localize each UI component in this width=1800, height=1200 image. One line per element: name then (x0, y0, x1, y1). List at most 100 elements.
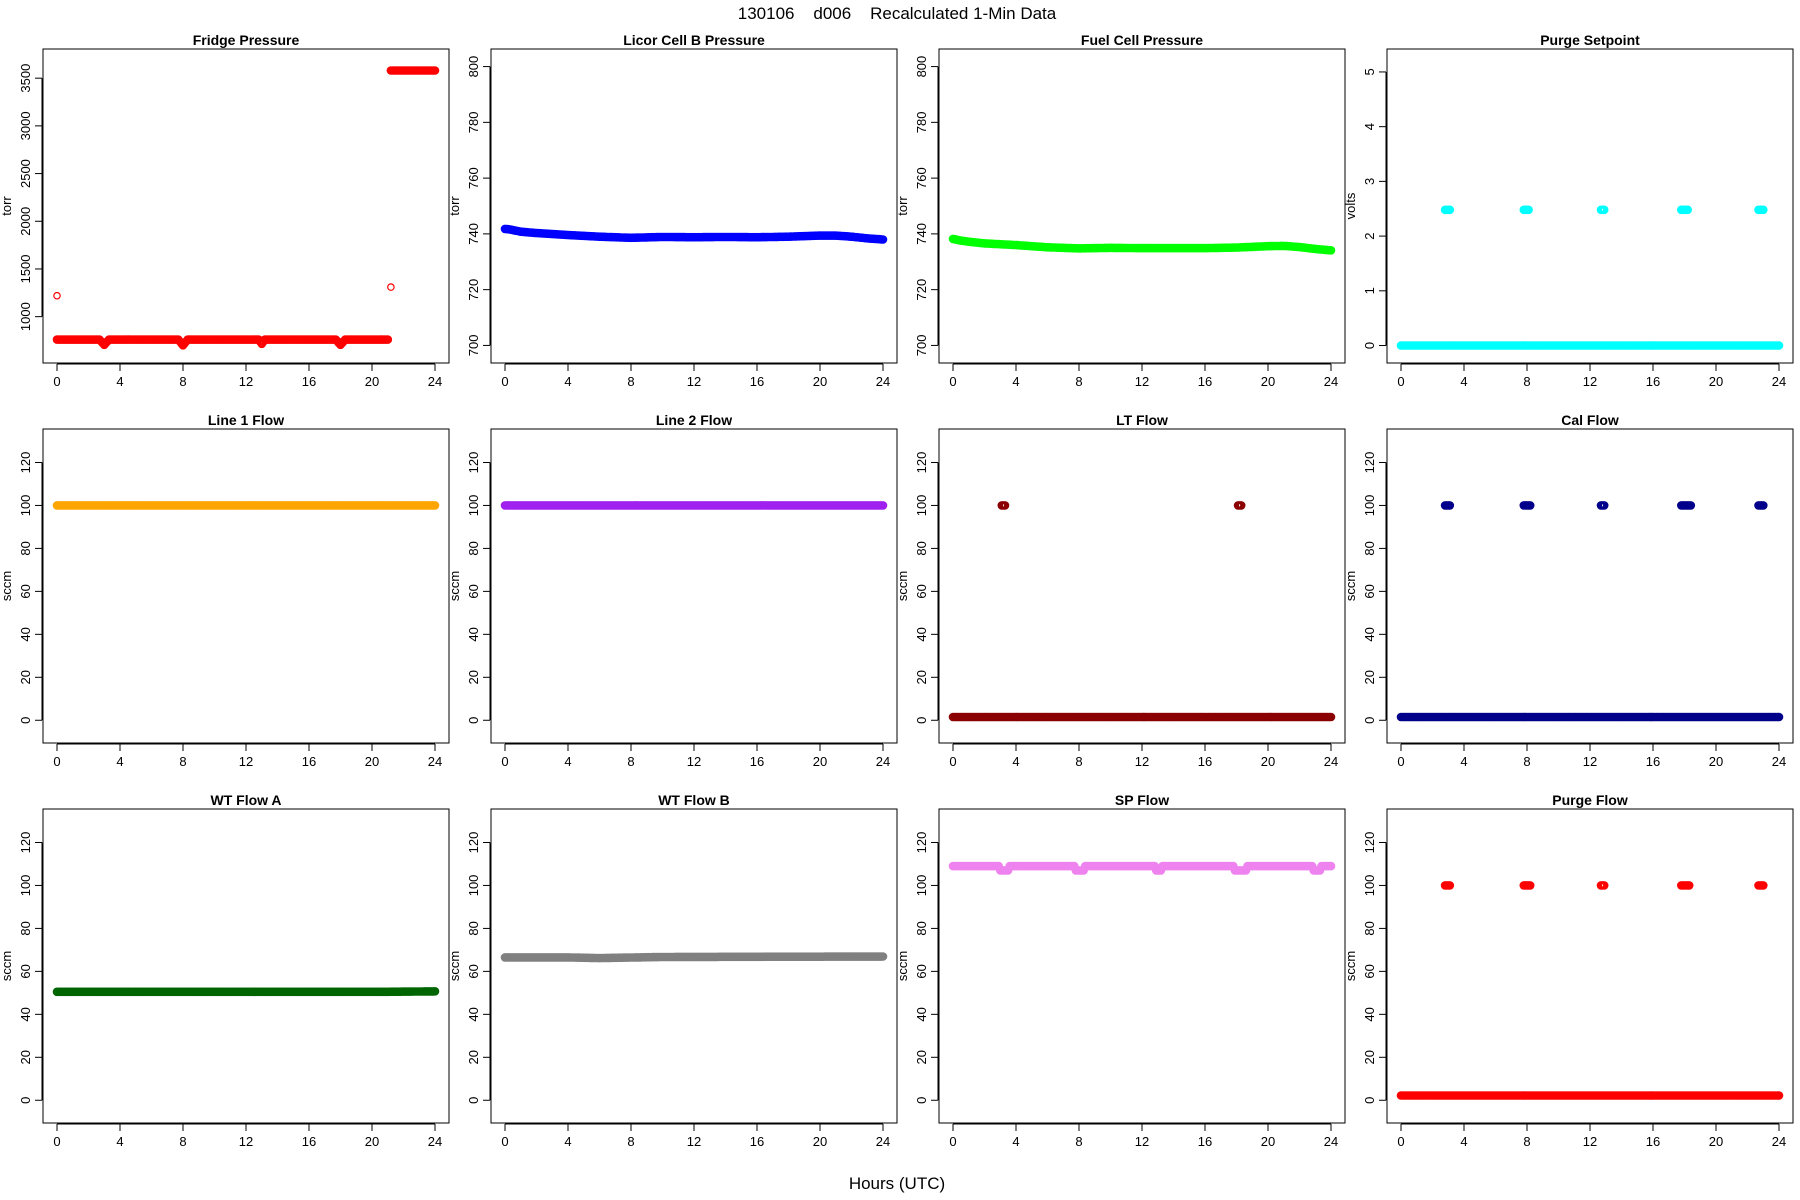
data-point (1774, 712, 1784, 722)
x-tick-label: 0 (949, 374, 956, 389)
x-tick-label: 16 (1646, 374, 1660, 389)
y-tick-label: 0 (1362, 717, 1377, 724)
panel-title: LT Flow (1116, 412, 1168, 428)
x-tick-label: 12 (1135, 374, 1149, 389)
y-tick-label: 700 (466, 335, 481, 357)
x-tick-label: 20 (1261, 1134, 1275, 1149)
x-tick-label: 12 (1135, 754, 1149, 769)
x-tick-label: 24 (1772, 754, 1786, 769)
x-tick-label: 16 (302, 1134, 316, 1149)
y-tick-label: 120 (1362, 452, 1377, 474)
x-tick-label: 0 (1397, 374, 1404, 389)
data-point (878, 235, 888, 244)
y-axis-label: sccm (447, 951, 462, 981)
y-tick-label: 60 (914, 964, 929, 978)
y-tick-label: 700 (914, 335, 929, 357)
data-series (1396, 881, 1784, 1100)
data-series (500, 224, 888, 244)
x-tick-label: 16 (1646, 1134, 1660, 1149)
y-tick-label: 20 (914, 670, 929, 684)
y-axis-label: torr (895, 196, 910, 216)
y-tick-label: 120 (18, 832, 33, 854)
y-tick-label: 60 (18, 964, 33, 978)
x-tick-label: 8 (1075, 754, 1082, 769)
panel-2: Fuel Cell Pressure torr 0 4 8 12 16 20 24 700 720 7… (895, 32, 1346, 389)
y-tick-label: 120 (466, 832, 481, 854)
plot-frame (938, 428, 1346, 744)
x-tick-label: 24 (428, 1134, 442, 1149)
y-tick-label: 60 (1362, 964, 1377, 978)
y-tick-label: 120 (1362, 832, 1377, 854)
y-tick-label: 80 (914, 921, 929, 935)
y-tick-label: 780 (914, 111, 929, 133)
x-tick-label: 8 (179, 754, 186, 769)
y-tick-label: 40 (466, 627, 481, 641)
x-tick-label: 16 (1198, 1134, 1212, 1149)
panel-title: Purge Flow (1552, 792, 1628, 808)
y-tick-label: 40 (914, 1007, 929, 1021)
y-axis-label: torr (447, 196, 462, 216)
data-series (52, 986, 440, 997)
x-tick-label: 12 (1583, 1134, 1597, 1149)
x-tick-label: 12 (239, 1134, 253, 1149)
data-point (1684, 881, 1694, 890)
panel-11: Purge Flow sccm 0 4 8 12 16 20 24 0 20 40 60 80 100 120 (1343, 792, 1794, 1149)
x-tick-label: 8 (179, 1134, 186, 1149)
y-tick-label: 2500 (18, 159, 33, 188)
x-tick-label: 20 (1261, 374, 1275, 389)
data-point (383, 335, 393, 344)
data-point (1774, 341, 1784, 350)
y-tick-label: 80 (18, 541, 33, 555)
x-tick-label: 20 (1261, 754, 1275, 769)
y-tick-label: 0 (914, 1097, 929, 1104)
x-tick-label: 4 (1460, 1134, 1467, 1149)
plot-frame (490, 808, 898, 1124)
x-tick-label: 24 (876, 374, 890, 389)
y-tick-label: 20 (1362, 1050, 1377, 1064)
x-tick-label: 24 (1772, 1134, 1786, 1149)
x-tick-label: 0 (1397, 1134, 1404, 1149)
x-tick-label: 0 (53, 374, 60, 389)
y-tick-label: 60 (466, 964, 481, 978)
data-point (1445, 205, 1455, 215)
x-tick-label: 24 (1324, 374, 1338, 389)
y-tick-label: 40 (18, 1007, 33, 1021)
y-tick-label: 0 (914, 717, 929, 724)
y-tick-label: 0 (466, 717, 481, 724)
y-tick-label: 1500 (18, 254, 33, 283)
panel-title: Licor Cell B Pressure (623, 32, 765, 48)
panel-9: WT Flow B sccm 0 4 8 12 16 20 24 0 20 40 60 80 100 120 (447, 792, 898, 1149)
x-tick-label: 16 (1198, 374, 1212, 389)
x-tick-label: 4 (1460, 754, 1467, 769)
y-tick-label: 120 (914, 832, 929, 854)
x-tick-label: 0 (53, 754, 60, 769)
x-tick-label: 16 (750, 1134, 764, 1149)
y-tick-label: 80 (1362, 921, 1377, 935)
data-point (1525, 501, 1535, 510)
data-point (430, 501, 440, 510)
y-axis-label: torr (0, 196, 14, 216)
y-axis-label: sccm (1343, 571, 1358, 601)
data-point (1599, 205, 1609, 215)
y-tick-label: 800 (914, 56, 929, 78)
x-tick-label: 4 (1012, 374, 1019, 389)
x-tick-label: 0 (501, 1134, 508, 1149)
data-point (1000, 501, 1010, 510)
y-tick-label: 80 (1362, 541, 1377, 555)
x-tick-label: 12 (239, 374, 253, 389)
x-tick-label: 8 (1075, 1134, 1082, 1149)
panel-title: Purge Setpoint (1540, 32, 1640, 48)
y-tick-label: 1 (1362, 287, 1377, 294)
panel-title: Line 1 Flow (208, 412, 284, 428)
y-tick-label: 740 (466, 223, 481, 245)
panel-0: Fridge Pressure torr 0 4 8 12 16 20 24 1000 1500 20… (0, 32, 450, 389)
x-tick-label: 8 (627, 1134, 634, 1149)
data-point (430, 986, 440, 996)
x-tick-label: 16 (302, 754, 316, 769)
panel-5: Line 2 Flow sccm 0 4 8 12 16 20 24 0 20 40 60 80 100 12… (447, 412, 898, 769)
x-tick-label: 24 (1772, 374, 1786, 389)
y-tick-label: 1000 (18, 302, 33, 331)
x-tick-label: 4 (116, 374, 123, 389)
data-point (1683, 205, 1693, 215)
